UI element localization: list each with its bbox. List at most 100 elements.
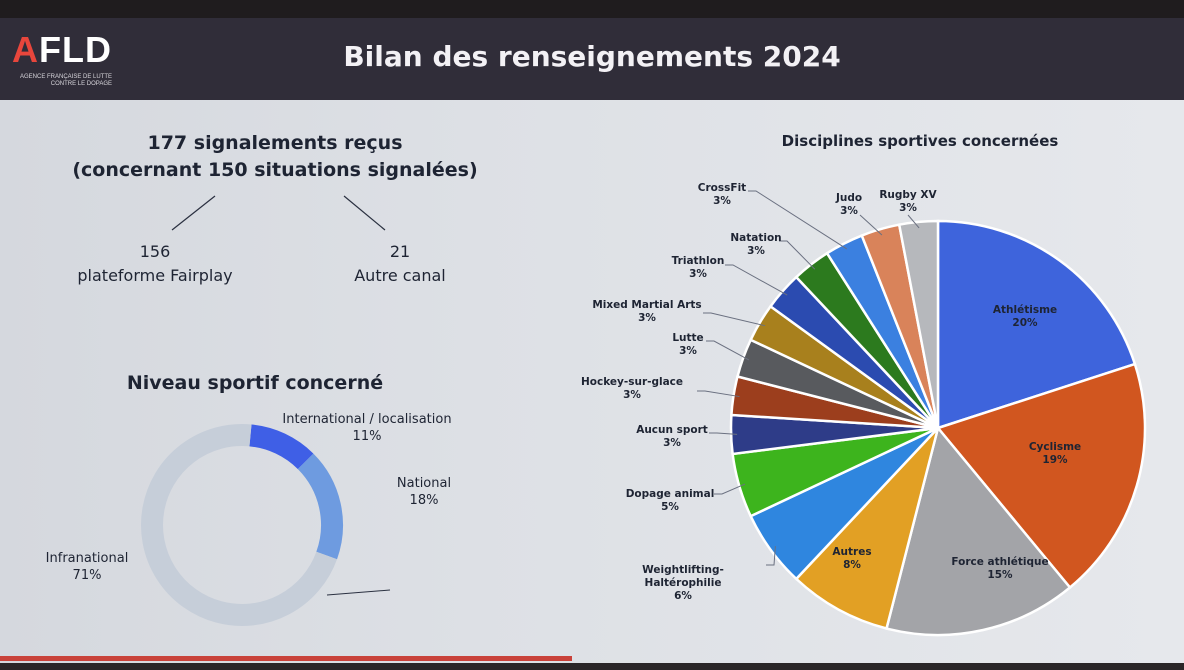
- pie-label-dopage-animal: Dopage animal 5%: [620, 488, 720, 514]
- pie-label-force-athletique-pct: 15%: [987, 569, 1013, 581]
- pie-label-weightlifting-halterophilie-name-2: Haltérophilie: [644, 577, 722, 589]
- afld-logo: AFLD AGENCE FRANÇAISE DE LUTTE CONTRE LE…: [12, 32, 132, 92]
- footer-accent-bar: [0, 656, 572, 661]
- pie-label-natation: Natation 3%: [727, 232, 785, 258]
- pie-label-mixed-martial-arts-pct: 3%: [638, 312, 656, 324]
- pie-label-athletisme: Athlétisme 20%: [965, 304, 1085, 330]
- pie-leader-weightlifting-halterophilie: [766, 546, 776, 566]
- pie-leader-crossfit: [748, 190, 848, 250]
- signalements-situations: (concernant 150 situations signalées): [72, 159, 478, 181]
- pie-label-mixed-martial-arts-name: Mixed Martial Arts: [592, 299, 702, 311]
- slide-header: AFLD AGENCE FRANÇAISE DE LUTTE CONTRE LE…: [0, 18, 1184, 100]
- pie-label-triathlon: Triathlon 3%: [661, 255, 735, 281]
- pie-label-judo: Judo 3%: [831, 192, 867, 218]
- pie-slice-autres: [794, 427, 940, 631]
- pie-label-crossfit-pct: 3%: [713, 195, 731, 207]
- pie-label-weightlifting-halterophilie-name: Weightlifting-: [642, 564, 724, 576]
- pie-label-athletisme-pct: 20%: [1012, 317, 1038, 329]
- pie-label-force-athletique: Force athlétique 15%: [940, 556, 1060, 582]
- pie-label-rugby-xv-name: Rugby XV: [879, 189, 937, 201]
- pie-slice-rugby-xv: [897, 219, 940, 429]
- pie-label-hockey-sur-glace-pct: 3%: [623, 389, 641, 401]
- pie-label-weightlifting-halterophilie: Weightlifting- Haltérophilie 6%: [618, 564, 748, 603]
- pie-label-cyclisme-pct: 19%: [1042, 454, 1068, 466]
- signalements-total: 177 signalements reçus: [147, 132, 403, 154]
- pie-label-judo-name: Judo: [835, 192, 863, 204]
- pie-label-force-athletique-name: Force athlétique: [951, 556, 1049, 568]
- pie-label-aucun-sport: Aucun sport 3%: [632, 424, 712, 450]
- pie-label-dopage-animal-name: Dopage animal: [625, 488, 715, 500]
- source-fairplay-value: 156: [139, 242, 171, 261]
- pie-leader-hockey-sur-glace: [697, 390, 740, 398]
- pie-label-rugby-xv-pct: 3%: [899, 202, 917, 214]
- pie-leader-dopage-animal: [714, 483, 746, 495]
- donut-label-national-pct: 18%: [409, 493, 439, 508]
- source-fairplay-label: plateforme Fairplay: [77, 266, 233, 285]
- donut-leader-national: [326, 589, 391, 596]
- pie-label-crossfit-name: CrossFit: [697, 182, 747, 194]
- pie-label-autres: Autres 8%: [792, 546, 912, 572]
- donut-label-national: National 18%: [382, 475, 466, 509]
- pie-leader-lutte: [706, 340, 750, 361]
- donut-label-infranational: Infranational 71%: [34, 550, 140, 584]
- screen-bottom-edge: [0, 663, 1184, 670]
- disciplines-pie-chart: [697, 190, 1147, 637]
- donut-segment-national: [297, 453, 343, 560]
- pie-label-crossfit: CrossFit 3%: [690, 182, 754, 208]
- screen-top-edge: [0, 0, 1184, 20]
- pie-label-aucun-sport-pct: 3%: [663, 437, 681, 449]
- pie-leader-judo: [859, 214, 883, 236]
- pie-slice-cyclisme: [935, 362, 1147, 590]
- source-fairplay: 156 plateforme Fairplay: [50, 240, 260, 288]
- pie-label-aucun-sport-name: Aucun sport: [636, 424, 708, 436]
- source-autre-value: 21: [389, 242, 411, 261]
- pie-leader-triathlon: [725, 264, 788, 296]
- logo-wordmark: AFLD: [12, 29, 112, 70]
- pie-label-athletisme-name: Athlétisme: [992, 304, 1058, 316]
- connector-left: [171, 195, 216, 231]
- donut-label-infranational-name: Infranational: [45, 551, 129, 566]
- donut-label-international-name: International / localisation: [282, 412, 452, 427]
- pie-label-autres-name: Autres: [832, 546, 872, 558]
- pie-label-natation-name: Natation: [730, 232, 782, 244]
- pie-label-lutte-pct: 3%: [679, 345, 697, 357]
- connector-right: [343, 195, 386, 231]
- source-autre: 21 Autre canal: [330, 240, 470, 288]
- donut-label-infranational-pct: 71%: [72, 568, 102, 583]
- pie-label-lutte-name: Lutte: [672, 332, 704, 344]
- pie-leader-natation: [779, 240, 816, 270]
- pie-label-natation-pct: 3%: [747, 245, 765, 257]
- logo-tagline: AGENCE FRANÇAISE DE LUTTE CONTRE LE DOPA…: [19, 74, 112, 87]
- pie-label-rugby-xv: Rugby XV 3%: [878, 189, 938, 215]
- pie-slice-athletisme: [936, 219, 1137, 430]
- signalements-summary: 177 signalements reçus (concernant 150 s…: [40, 130, 510, 184]
- source-autre-label: Autre canal: [354, 266, 446, 285]
- pie-leader-rugby-xv: [907, 214, 920, 229]
- page-title: Bilan des renseignements 2024: [343, 40, 841, 73]
- pie-chart-title: Disciplines sportives concernées: [781, 132, 1059, 150]
- donut-label-national-name: National: [396, 476, 452, 491]
- niveau-donut-chart: [141, 424, 391, 626]
- connector-lines: [171, 195, 386, 231]
- donut-segment-international-localisation: [249, 424, 314, 470]
- pie-leader-aucun-sport: [709, 432, 738, 435]
- donut-label-international: International / localisation 11%: [262, 411, 472, 445]
- pie-slice-force-athletique: [884, 425, 1072, 637]
- donut-label-international-pct: 11%: [352, 429, 382, 444]
- donut-segment-infranational: [141, 424, 338, 626]
- niveau-title: Niveau sportif concerné: [126, 372, 384, 394]
- pie-label-hockey-sur-glace-name: Hockey-sur-glace: [580, 376, 684, 388]
- pie-label-cyclisme: Cyclisme 19%: [995, 441, 1115, 467]
- pie-label-dopage-animal-pct: 5%: [661, 501, 679, 513]
- pie-leader-mixed-martial-arts: [703, 312, 766, 327]
- pie-label-triathlon-name: Triathlon: [671, 255, 725, 267]
- pie-label-lutte: Lutte 3%: [663, 332, 713, 358]
- pie-label-weightlifting-halterophilie-pct: 6%: [674, 590, 692, 602]
- pie-label-judo-pct: 3%: [840, 205, 858, 217]
- pie-label-hockey-sur-glace: Hockey-sur-glace 3%: [572, 376, 692, 402]
- pie-label-autres-pct: 8%: [843, 559, 861, 571]
- pie-label-mixed-martial-arts: Mixed Martial Arts 3%: [577, 299, 717, 325]
- slide-body: 177 signalements reçus (concernant 150 s…: [0, 100, 1184, 670]
- pie-label-triathlon-pct: 3%: [689, 268, 707, 280]
- pie-label-cyclisme-name: Cyclisme: [1028, 441, 1082, 453]
